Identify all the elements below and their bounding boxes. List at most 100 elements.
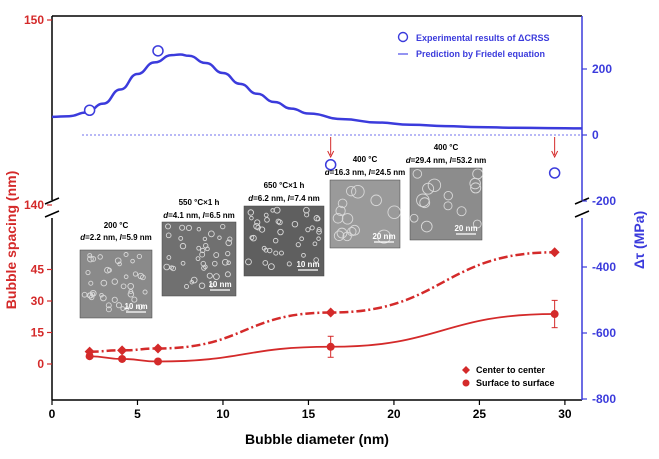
- tem-inset: [79, 249, 153, 319]
- experimental-point: [83, 104, 96, 116]
- bubble-texture: [316, 227, 322, 233]
- bubble-texture: [90, 291, 96, 297]
- bubble-texture: [140, 274, 146, 281]
- bubble-texture: [206, 272, 213, 279]
- surface-to-surface-point: [550, 310, 559, 319]
- x-tick-label: 5: [134, 407, 141, 421]
- x-tick-label: 0: [49, 407, 56, 421]
- bubble-texture: [472, 219, 482, 229]
- bubble-texture: [387, 205, 402, 220]
- bubble-texture: [202, 236, 208, 242]
- inset-dimensions: d=4.1 nm, l=6.5 nm: [163, 211, 235, 220]
- right-tick-label: 200: [592, 62, 612, 76]
- bubble-texture: [409, 213, 419, 223]
- bubble-texture: [208, 230, 215, 238]
- bubble-texture: [90, 256, 97, 262]
- bubble-texture: [205, 246, 210, 252]
- bubble-texture: [427, 178, 442, 192]
- bubble-texture: [341, 213, 354, 225]
- tem-inset: [329, 179, 402, 249]
- bubble-texture: [178, 236, 184, 241]
- right-tick-label: -200: [592, 194, 616, 208]
- bubble-texture: [196, 245, 202, 251]
- surface-to-surface-line: [89, 313, 555, 363]
- experimental-point: [548, 167, 561, 179]
- surface-to-surface-point: [85, 352, 94, 361]
- bubble-texture: [443, 190, 453, 201]
- legend-label-center: Center to center: [476, 365, 546, 375]
- bubble-texture: [264, 217, 270, 223]
- bubble-texture: [286, 261, 292, 267]
- bubble-texture: [261, 245, 267, 251]
- bubble-texture: [469, 177, 481, 190]
- bubble-texture: [470, 182, 482, 194]
- left-tick-label: 0: [37, 357, 44, 371]
- bubble-texture: [305, 227, 311, 233]
- bubble-texture: [132, 271, 139, 277]
- bubble-texture: [272, 237, 279, 244]
- bubble-texture: [213, 273, 220, 280]
- center-to-center-point: [117, 345, 128, 356]
- bubble-texture: [250, 234, 257, 242]
- bubble-texture: [120, 283, 127, 290]
- bubble-texture: [226, 260, 231, 265]
- bubble-texture: [247, 209, 254, 216]
- bubble-texture: [267, 263, 275, 271]
- bubble-texture: [225, 250, 231, 257]
- bubble-texture: [313, 257, 319, 263]
- bubble-texture: [190, 276, 198, 284]
- left-axis-label: Bubble spacing (nm): [3, 171, 19, 309]
- tem-image: [243, 205, 325, 277]
- bubble-texture: [127, 290, 135, 298]
- inset-condition: 400 °C: [434, 143, 459, 152]
- bubble-texture: [165, 232, 172, 239]
- bubble-texture: [115, 302, 123, 309]
- left-axis-break-mark: [44, 210, 60, 218]
- bubble-texture: [225, 239, 232, 247]
- bubble-texture: [127, 282, 135, 290]
- bubble-texture: [312, 241, 318, 247]
- bubble-texture: [370, 194, 382, 207]
- bubble-texture: [220, 223, 226, 230]
- bubble-texture: [200, 260, 206, 267]
- inset-condition: 650 °C×1 h: [264, 181, 305, 190]
- bubble-texture: [100, 279, 108, 287]
- bubble-texture: [253, 222, 260, 230]
- bubble-texture: [275, 218, 282, 225]
- bubble-texture: [277, 228, 284, 236]
- bubble-texture: [81, 291, 88, 298]
- bubble-texture: [136, 253, 142, 260]
- bubble-texture: [295, 242, 301, 248]
- bubble-texture: [249, 235, 255, 241]
- bubble-texture: [179, 224, 186, 231]
- bubble-texture: [117, 261, 122, 267]
- center-to-center-line: [89, 251, 555, 353]
- bubble-texture: [309, 225, 315, 231]
- bubble-texture: [443, 201, 453, 211]
- legend-marker-center: [462, 366, 470, 374]
- bubble-texture: [291, 220, 299, 228]
- bubble-texture: [97, 254, 103, 260]
- tem-inset: [243, 205, 325, 277]
- left-tick-label: 140: [24, 198, 44, 212]
- bubble-texture: [137, 304, 144, 310]
- bubble-texture: [120, 306, 126, 311]
- right-tick-label: 0: [592, 128, 599, 142]
- legend-marker-experimental: [397, 31, 409, 43]
- bubble-texture: [123, 274, 129, 280]
- bubble-texture: [422, 182, 435, 195]
- inset-dimensions: d=2.2 nm, l=5.9 nm: [80, 233, 152, 242]
- bubble-texture: [166, 255, 172, 260]
- bubble-texture: [412, 169, 423, 179]
- legend-marker-surface: [462, 379, 470, 387]
- bubble-texture: [221, 258, 229, 266]
- bubble-texture: [332, 212, 344, 224]
- bubble-texture: [337, 198, 348, 209]
- legend-label-prediction: Prediction by Friedel equation: [416, 49, 545, 59]
- surface-to-surface-point: [326, 342, 335, 351]
- bubble-texture: [316, 236, 321, 241]
- bubble-texture: [351, 184, 365, 199]
- scale-bar-label: 10 nm: [124, 302, 147, 311]
- bubble-texture: [333, 230, 345, 242]
